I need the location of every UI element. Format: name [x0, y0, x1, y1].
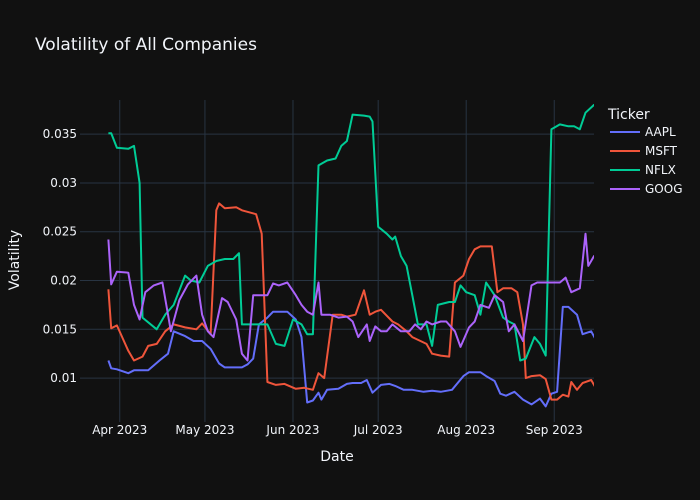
legend-item-msft: MSFT [610, 144, 678, 158]
legend-item-goog: GOOG [610, 182, 683, 196]
legend-item-aapl: AAPL [610, 125, 676, 139]
x-axis-ticks: Apr 2023 May 2023 Jun 2023 Jul 2023 Aug 2023… [92, 423, 583, 437]
y-axis-title: Volatility [7, 230, 23, 290]
series-line-msft [107, 202, 594, 401]
legend-label: MSFT [645, 144, 678, 158]
legend-title: Ticker [607, 107, 650, 123]
chart-title: Volatility of All Companies [35, 35, 257, 55]
gridlines [80, 100, 594, 422]
series-lines [107, 103, 594, 408]
series-line-aapl [107, 305, 594, 408]
x-tick-label: Sep 2023 [526, 423, 583, 437]
legend-label: GOOG [645, 182, 683, 196]
legend-label: NFLX [645, 163, 676, 177]
y-tick-label: 0.035 [43, 127, 77, 141]
y-tick-label: 0.015 [43, 322, 77, 336]
x-tick-label: Aug 2023 [437, 423, 495, 437]
x-tick-label: Apr 2023 [92, 423, 147, 437]
series-line-nflx [108, 103, 594, 362]
series-line-goog [107, 232, 594, 362]
y-tick-label: 0.02 [50, 274, 77, 288]
x-axis-title: Date [320, 449, 353, 465]
legend-item-nflx: NFLX [610, 163, 676, 177]
legend: Ticker AAPL MSFT NFLX GOOG [607, 107, 683, 196]
y-tick-label: 0.01 [50, 371, 77, 385]
y-tick-label: 0.025 [43, 225, 77, 239]
x-tick-label: Jun 2023 [265, 423, 319, 437]
x-tick-label: Jul 2023 [353, 423, 403, 437]
x-tick-label: May 2023 [175, 423, 234, 437]
y-axis-ticks: 0.01 0.015 0.02 0.025 0.03 0.035 [43, 127, 77, 385]
y-tick-label: 0.03 [50, 176, 77, 190]
legend-label: AAPL [645, 125, 676, 139]
